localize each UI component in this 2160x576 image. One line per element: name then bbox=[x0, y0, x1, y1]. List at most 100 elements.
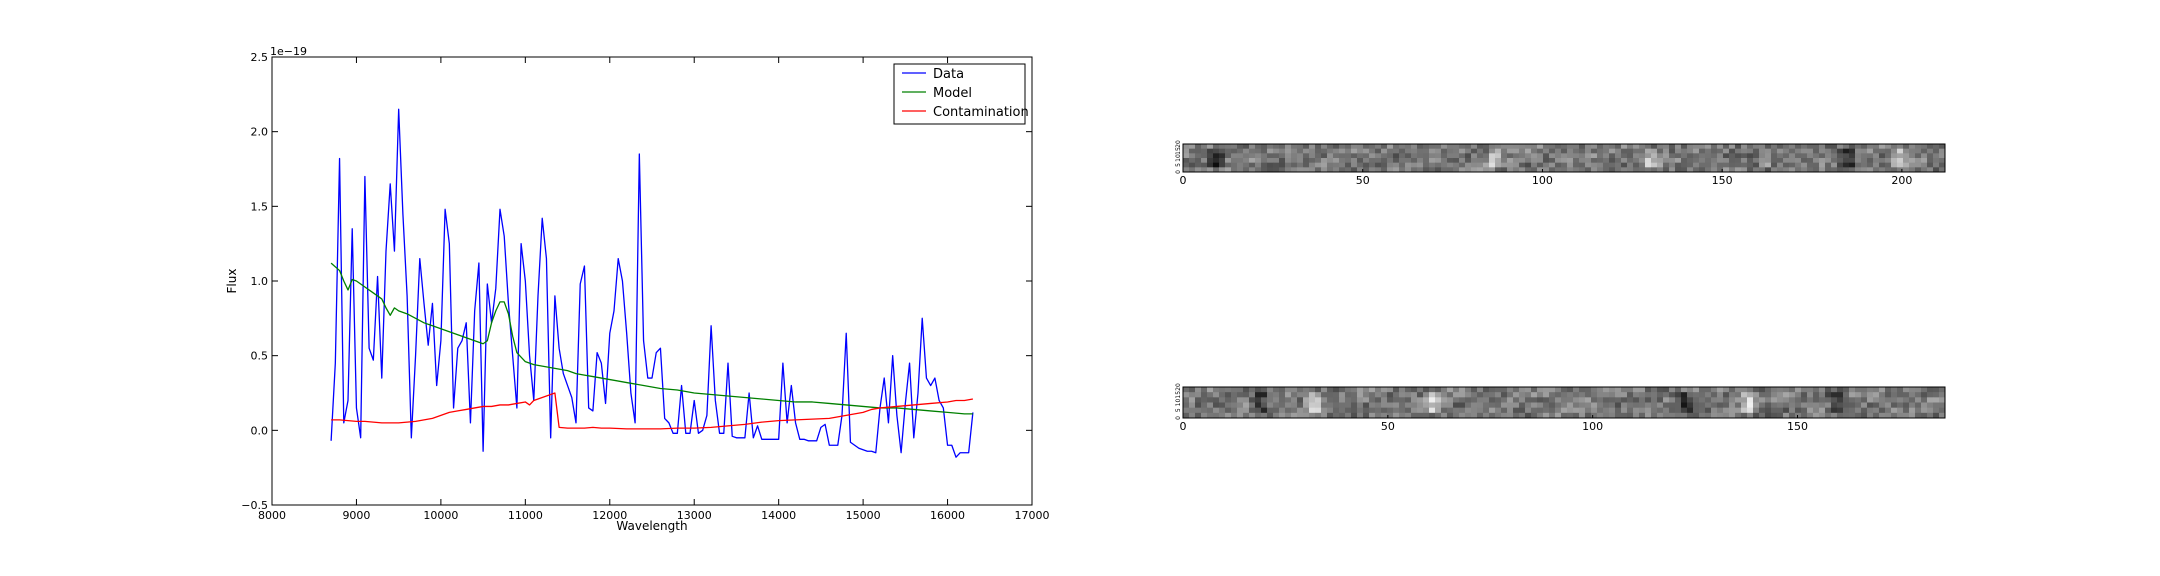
image-pixel bbox=[1483, 162, 1490, 168]
image-pixel bbox=[1903, 158, 1910, 163]
image-pixel bbox=[1867, 387, 1874, 393]
image-y-tick-label: 5 bbox=[1175, 163, 1182, 167]
image-pixel bbox=[1465, 412, 1472, 419]
image-pixel bbox=[1477, 153, 1484, 159]
image-pixel bbox=[1867, 402, 1874, 408]
image-pixel bbox=[1861, 158, 1868, 163]
y-tick-label: −0.5 bbox=[241, 499, 268, 512]
image-pixel bbox=[1471, 144, 1478, 149]
y-tick-label: 2.5 bbox=[251, 51, 269, 64]
image-pixel bbox=[1261, 392, 1268, 398]
image-pixel bbox=[1447, 387, 1454, 393]
image-pixel bbox=[1861, 162, 1868, 168]
image-pixel bbox=[1807, 148, 1814, 154]
image-pixel bbox=[1837, 153, 1844, 159]
image-pixel bbox=[1453, 153, 1460, 159]
image-pixel bbox=[1369, 402, 1376, 408]
x-tick-label: 17000 bbox=[1015, 509, 1050, 522]
image-pixel bbox=[1375, 402, 1382, 408]
image-pixel bbox=[1651, 392, 1658, 398]
image-pixel bbox=[1369, 412, 1376, 419]
image-pixel bbox=[1873, 148, 1880, 154]
image-pixel bbox=[1519, 162, 1526, 168]
image-pixel bbox=[1237, 153, 1244, 159]
image-pixel bbox=[1645, 407, 1652, 414]
image-pixel bbox=[1363, 402, 1370, 408]
image-pixel bbox=[1297, 148, 1304, 154]
image-pixel bbox=[1219, 397, 1226, 403]
image-pixel bbox=[1393, 402, 1400, 408]
image-pixel bbox=[1861, 387, 1868, 393]
image-pixel bbox=[1345, 387, 1352, 393]
image-pixel bbox=[1267, 392, 1274, 398]
image-pixel bbox=[1243, 392, 1250, 398]
image-pixel bbox=[1243, 167, 1250, 173]
image-pixel bbox=[1723, 387, 1730, 393]
image-pixel bbox=[1789, 392, 1796, 398]
image-pixel bbox=[1303, 158, 1310, 163]
image-pixel bbox=[1573, 153, 1580, 159]
image-pixel bbox=[1261, 158, 1268, 163]
image-pixel bbox=[1753, 402, 1760, 408]
image-pixel bbox=[1729, 397, 1736, 403]
image-pixel bbox=[1279, 392, 1286, 398]
image-pixel bbox=[1501, 148, 1508, 154]
image-pixel bbox=[1303, 397, 1310, 403]
image-pixel bbox=[1219, 412, 1226, 419]
image-pixel bbox=[1435, 387, 1442, 393]
image-pixel bbox=[1597, 162, 1604, 168]
image-pixel bbox=[1633, 412, 1640, 419]
image-pixel bbox=[1453, 392, 1460, 398]
image-pixel bbox=[1375, 153, 1382, 159]
image-pixel bbox=[1375, 412, 1382, 419]
image-pixel bbox=[1573, 407, 1580, 414]
image-pixel bbox=[1351, 412, 1358, 419]
image-pixel bbox=[1837, 144, 1844, 149]
image-pixel bbox=[1285, 153, 1292, 159]
image-pixel bbox=[1633, 392, 1640, 398]
image-pixel bbox=[1873, 162, 1880, 168]
image-pixel bbox=[1531, 162, 1538, 168]
legend-label-data: Data bbox=[933, 67, 964, 82]
image-pixel bbox=[1339, 397, 1346, 403]
image-pixel bbox=[1543, 148, 1550, 154]
image-pixel bbox=[1825, 402, 1832, 408]
image-pixel bbox=[1399, 167, 1406, 173]
image-pixel bbox=[1633, 167, 1640, 173]
image-pixel bbox=[1903, 402, 1910, 408]
image-pixel bbox=[1267, 153, 1274, 159]
image-pixel bbox=[1417, 153, 1424, 159]
image-pixel bbox=[1441, 387, 1448, 393]
image-pixel bbox=[1573, 392, 1580, 398]
image-pixel bbox=[1573, 397, 1580, 403]
image-pixel bbox=[1459, 402, 1466, 408]
image-pixel bbox=[1345, 148, 1352, 154]
image-pixel bbox=[1675, 144, 1682, 149]
image-pixel bbox=[1753, 412, 1760, 419]
image-y-tick-label: 0 bbox=[1175, 416, 1182, 420]
image-pixel bbox=[1897, 148, 1904, 154]
image-pixel bbox=[1885, 148, 1892, 154]
image-pixel bbox=[1795, 144, 1802, 149]
image-pixel bbox=[1423, 412, 1430, 419]
image-pixel bbox=[1219, 167, 1226, 173]
image-pixel bbox=[1909, 148, 1916, 154]
image-pixel bbox=[1819, 397, 1826, 403]
image-pixel bbox=[1213, 167, 1220, 173]
image-pixel bbox=[1465, 162, 1472, 168]
image-pixel bbox=[1525, 153, 1532, 159]
image-pixel bbox=[1585, 392, 1592, 398]
image-pixel bbox=[1231, 153, 1238, 159]
image-pixel bbox=[1795, 162, 1802, 168]
image-pixel bbox=[1543, 162, 1550, 168]
image-pixel bbox=[1843, 162, 1850, 168]
image-pixel bbox=[1261, 402, 1268, 408]
image-pixel bbox=[1579, 153, 1586, 159]
image-pixel bbox=[1327, 153, 1334, 159]
image-pixel bbox=[1555, 162, 1562, 168]
image-pixel bbox=[1615, 387, 1622, 393]
image-pixel bbox=[1693, 407, 1700, 414]
image-pixel bbox=[1447, 407, 1454, 414]
image-pixel bbox=[1939, 407, 1946, 414]
image-pixel bbox=[1231, 144, 1238, 149]
